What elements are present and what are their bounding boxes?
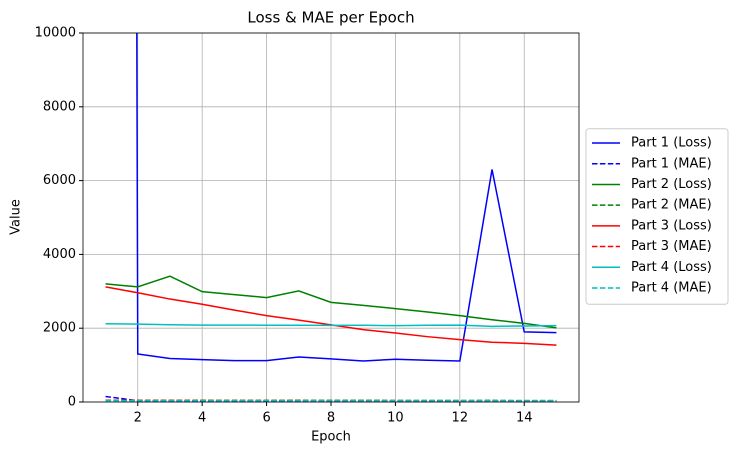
x-tick-label: 10: [387, 411, 404, 426]
legend-label: Part 1 (Loss): [631, 136, 712, 151]
chart-title: Loss & MAE per Epoch: [247, 9, 414, 27]
x-tick-label: 4: [198, 411, 206, 426]
legend-label: Part 4 (MAE): [631, 280, 712, 295]
y-axis-label: Value: [9, 199, 24, 235]
legend-label: Part 4 (Loss): [631, 260, 712, 275]
legend-box: [586, 129, 728, 305]
legend-label: Part 1 (MAE): [631, 156, 712, 171]
y-tick-label: 6000: [43, 173, 76, 188]
y-tick-label: 10000: [35, 26, 76, 41]
y-tick-label: 8000: [43, 99, 76, 114]
x-tick-label: 6: [262, 411, 270, 426]
y-tick-label: 4000: [43, 247, 76, 262]
x-tick-label: 14: [516, 411, 533, 426]
y-tick-label: 2000: [43, 321, 76, 336]
legend-label: Part 2 (Loss): [631, 177, 712, 192]
legend-label: Part 3 (Loss): [631, 218, 712, 233]
legend-label: Part 3 (MAE): [631, 239, 712, 254]
x-axis-label: Epoch: [311, 430, 351, 445]
x-tick-label: 8: [327, 411, 335, 426]
legend-label: Part 2 (MAE): [631, 198, 712, 213]
x-tick-label: 2: [134, 411, 142, 426]
x-tick-label: 12: [452, 411, 469, 426]
y-tick-label: 0: [68, 395, 76, 410]
